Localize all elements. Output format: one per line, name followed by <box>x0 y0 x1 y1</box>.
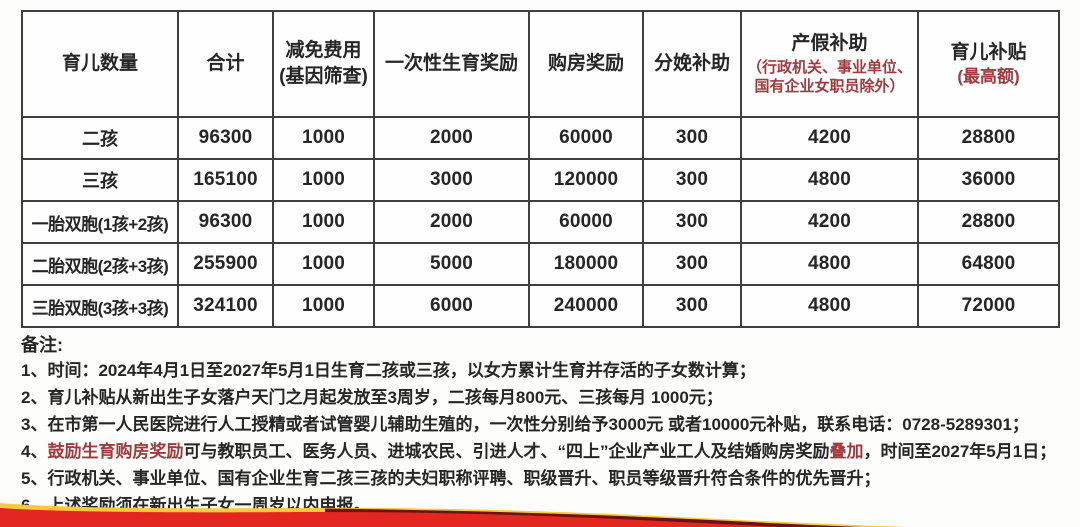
cell-childcare: 64800 <box>917 242 1060 286</box>
red-ribbon-decoration <box>0 477 1080 527</box>
col-header-delivery-subsidy: 分娩补助 <box>642 10 742 118</box>
cell-housing: 60000 <box>528 116 644 160</box>
cell-fee-waiver: 1000 <box>272 158 375 202</box>
cell-maternity: 4800 <box>740 158 919 202</box>
row-label: 二胎双胞(2孩+3孩) <box>21 242 179 286</box>
note-line-5: 5、行政机关、事业单位、国有企业生育二孩三孩的夫妇职称评聘、职级晋升、职员等级晋… <box>21 469 881 488</box>
cell-fee-waiver: 1000 <box>272 242 375 286</box>
table-row: 三胎双胞(3孩+3孩) 324100 1000 6000 240000 300 … <box>21 284 1060 328</box>
col-header-fee-waiver: 减免费用 (基因筛查) <box>272 10 375 118</box>
row-label: 三孩 <box>21 158 179 202</box>
col-header-children-count: 育儿数量 <box>21 10 179 118</box>
cell-childcare: 28800 <box>917 200 1060 244</box>
subsidy-table: 育儿数量 合计 减免费用 (基因筛查) 一次性生育奖励 购房奖励 分娩补助 产假… <box>21 10 1060 328</box>
notes-section: 备注: 1、时间：2024年4月1日至2027年5月1日生育二孩或三孩，以女方累… <box>21 333 1066 519</box>
table-row: 二胎双胞(2孩+3孩) 255900 1000 5000 180000 300 … <box>21 242 1060 286</box>
ribbon-swoosh-graphic <box>0 503 905 527</box>
cell-childcare: 36000 <box>917 158 1060 202</box>
cell-total: 165100 <box>177 158 274 202</box>
row-label: 三胎双胞(3孩+3孩) <box>21 284 179 328</box>
cell-maternity: 4800 <box>740 242 919 286</box>
cell-total: 255900 <box>177 242 274 286</box>
cell-delivery: 300 <box>642 242 742 286</box>
col-header-onetime-reward: 一次性生育奖励 <box>373 10 530 118</box>
cell-fee-waiver: 1000 <box>272 200 375 244</box>
col-header-childcare-allowance: 育儿补贴 (最高额) <box>917 10 1060 118</box>
row-label: 一胎双胞(1孩+2孩) <box>21 200 179 244</box>
cell-fee-waiver: 1000 <box>272 116 375 160</box>
cell-onetime: 5000 <box>373 242 530 286</box>
cell-delivery: 300 <box>642 200 742 244</box>
table-row: 三孩 165100 1000 3000 120000 300 4800 3600… <box>21 158 1060 202</box>
note-line-4: 4、鼓励生育购房奖励可与教职员工、医务人员、进城农民、引进人才、“四上”企业产业… <box>21 442 1057 461</box>
col-header-total: 合计 <box>177 10 274 118</box>
cell-total: 96300 <box>177 200 274 244</box>
note-line-1: 1、时间：2024年4月1日至2027年5月1日生育二孩或三孩，以女方累计生育并… <box>21 361 756 380</box>
cell-onetime: 2000 <box>373 200 530 244</box>
cell-childcare: 28800 <box>917 116 1060 160</box>
cell-maternity: 4200 <box>740 200 919 244</box>
cell-total: 96300 <box>177 116 274 160</box>
note-line-3: 3、在市第一人民医院进行人工授精或者试管婴儿辅助生殖的，一次性分别给予3000元… <box>21 415 1029 434</box>
cell-delivery: 300 <box>642 116 742 160</box>
cell-total: 324100 <box>177 284 274 328</box>
cell-maternity: 4800 <box>740 284 919 328</box>
cell-housing: 240000 <box>528 284 644 328</box>
cell-fee-waiver: 1000 <box>272 284 375 328</box>
cell-housing: 60000 <box>528 200 644 244</box>
col-header-housing-reward: 购房奖励 <box>528 10 644 118</box>
note-line-2: 2、育儿补贴从新出生子女落户天门之月起发放至3周岁，二孩每月800元、三孩每月 … <box>21 388 723 407</box>
cell-delivery: 300 <box>642 158 742 202</box>
table-row: 二孩 96300 1000 2000 60000 300 4200 28800 <box>21 116 1060 160</box>
col-header-maternity-leave-subsidy: 产假补助 （行政机关、事业单位、国有企业女职员除外） <box>740 10 919 118</box>
table-header-row: 育儿数量 合计 减免费用 (基因筛查) 一次性生育奖励 购房奖励 分娩补助 产假… <box>21 10 1060 118</box>
cell-delivery: 300 <box>642 284 742 328</box>
cell-housing: 120000 <box>528 158 644 202</box>
cell-childcare: 72000 <box>917 284 1060 328</box>
cell-onetime: 6000 <box>373 284 530 328</box>
cell-housing: 180000 <box>528 242 644 286</box>
table-row: 一胎双胞(1孩+2孩) 96300 1000 2000 60000 300 42… <box>21 200 1060 244</box>
notes-heading: 备注: <box>21 335 63 355</box>
cell-onetime: 2000 <box>373 116 530 160</box>
cell-onetime: 3000 <box>373 158 530 202</box>
row-label: 二孩 <box>21 116 179 160</box>
cell-maternity: 4200 <box>740 116 919 160</box>
